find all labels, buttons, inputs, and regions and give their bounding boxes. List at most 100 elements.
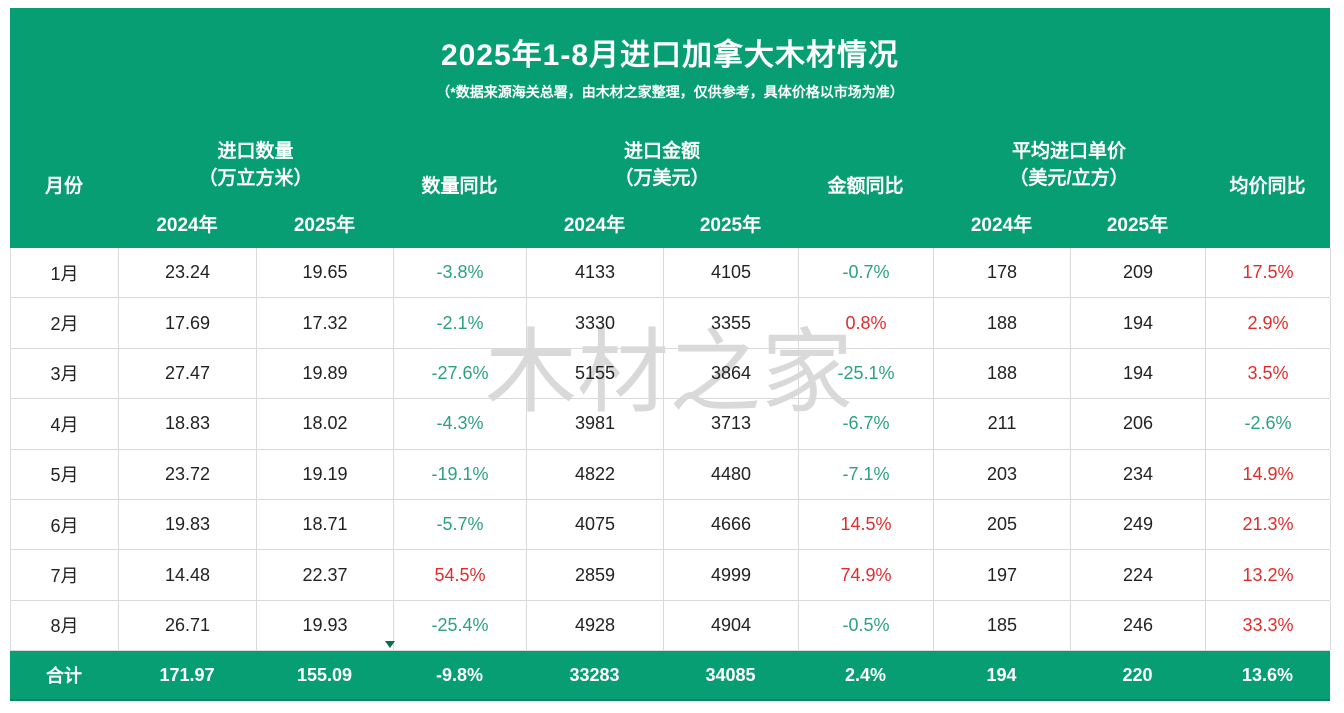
cell-qty-2024: 26.71 [119,600,257,651]
cell-amt-yoy: -6.7% [799,399,934,449]
col-group-price-title: 平均进口单价 [1011,141,1126,162]
cell-price-2024: 205 [934,499,1071,550]
cell-qty-2024: 19.83 [119,499,257,550]
cell-qty-2024: 27.47 [119,348,257,399]
column-headers: 月份 进口数量 （万立方米） 数量同比 进口金额 （万美元） 金额同比 平均进口… [10,120,1330,248]
cell-price-yoy: -2.6% [1206,399,1331,449]
col-group-amount-title: 进口金额 [623,141,700,162]
cell-amt-2024: 5155 [527,348,664,399]
cell-qty-2024: 14.48 [119,550,257,600]
col-header-qty-2025: 2025年 [293,215,356,236]
table-row: 8月 26.71 19.93 -25.4% 4928 4904 -0.5% 185 246 33.… [11,600,1331,652]
cell-qty-yoy: -4.3% [394,399,527,449]
cell-amt-yoy: -7.1% [799,449,934,499]
col-group-price-unit: （美元/立方） [1009,168,1129,189]
cell-qty-2025: 155.09 [296,664,353,685]
cell-amt-2024: 3330 [527,298,664,348]
cell-month: 5月 [11,449,119,499]
col-header-qty-2024: 2024年 [156,215,218,236]
cell-amt-2025: 4904 [664,600,799,651]
cell-price-2024: 203 [934,449,1071,499]
cell-qty-2024: 17.69 [119,298,257,348]
cell-price-2025: 194 [1071,298,1206,348]
col-header-amt-yoy: 金额同比 [827,175,904,197]
cell-qty-2025: 18.71 [257,499,394,550]
cell-price-yoy: 13.2% [1206,550,1331,600]
cell-price-2025: 209 [1071,248,1206,298]
table-row: 7月 14.48 22.37 54.5% 2859 4999 74.9% 197 224 13.2… [11,550,1331,601]
col-group-quantity-unit: （万立方米） [198,168,313,189]
cell-qty-2025: 17.32 [257,298,394,348]
table-header-band: 2025年1-8月进口加拿大木材情况 （*数据来源海关总署，由木材之家整理，仅供… [10,8,1330,248]
cell-qty-2024: 18.83 [119,399,257,449]
cell-qty-2024: 23.24 [119,248,257,298]
cell-price-2025: 194 [1071,348,1206,399]
cell-qty-yoy: -5.7% [394,499,527,550]
cell-amt-2024: 33283 [569,664,620,685]
cell-qty-2025: 22.37 [257,550,394,600]
cell-price-yoy: 33.3% [1206,600,1331,651]
cell-amt-2024: 4928 [527,600,664,651]
col-header-amt-2024: 2024年 [563,215,626,236]
table-row: 6月 19.83 18.71 -5.7% 4075 4666 14.5% 205 249 21.3… [11,499,1331,551]
cell-price-yoy: 21.3% [1206,499,1331,550]
col-header-amt-2025: 2025年 [699,215,762,236]
cell-marker-triangle-icon [385,641,395,648]
col-header-month: 月份 [44,175,83,197]
col-header-price-2025: 2025年 [1106,215,1169,236]
table-body: 1月 23.24 19.65 -3.8% 4133 4105 -0.7% 178 209 17.5… [10,248,1331,652]
cell-amt-2024: 4075 [527,499,664,550]
page-title: 2025年1-8月进口加拿大木材情况 [440,39,900,72]
cell-price-2024: 188 [934,298,1071,348]
col-group-amount-unit: （万美元） [614,168,710,189]
cell-qty-2025: 19.65 [257,248,394,298]
cell-price-yoy: 17.5% [1206,248,1331,298]
cell-amt-yoy: -0.5% [799,600,934,651]
col-group-price: 平均进口单价 （美元/立方） [933,120,1205,206]
page-subtitle: （*数据来源海关总署，由木材之家整理，仅供参考，具体价格以市场为准） [436,84,904,100]
cell-month: 2月 [11,298,119,348]
cell-amt-2024: 3981 [527,399,664,449]
cell-qty-yoy: -3.8% [394,248,527,298]
cell-price-2024: 185 [934,600,1071,651]
cell-qty-yoy: 54.5% [394,550,527,600]
table-row: 5月 23.72 19.19 -19.1% 4822 4480 -7.1% 203 234 14.… [11,449,1331,500]
cell-qty-2025: 19.19 [257,449,394,499]
cell-amt-2025: 4999 [664,550,799,600]
cell-amt-2025: 3864 [664,348,799,399]
cell-price-yoy: 14.9% [1206,449,1331,499]
table-row: 2月 17.69 17.32 -2.1% 3330 3355 0.8% 188 194 2.9% [11,298,1331,349]
cell-price-2025: 234 [1071,449,1206,499]
cell-price-2024: 197 [934,550,1071,600]
col-header-price-2024: 2024年 [970,215,1033,236]
cell-price-yoy: 2.9% [1206,298,1331,348]
cell-price-2025: 224 [1071,550,1206,600]
col-header-price-yoy: 均价同比 [1229,175,1306,197]
cell-month: 8月 [11,600,119,651]
cell-qty-2024: 171.97 [159,664,215,685]
cell-amt-yoy: -0.7% [799,248,934,298]
cell-amt-yoy: 74.9% [799,550,934,600]
cell-amt-2024: 4822 [527,449,664,499]
cell-month: 3月 [11,348,119,399]
cell-qty-2025: 19.93 [257,600,394,651]
timber-import-table: 2025年1-8月进口加拿大木材情况 （*数据来源海关总署，由木材之家整理，仅供… [10,8,1331,702]
cell-amt-yoy: 0.8% [799,298,934,348]
cell-amt-2025: 4666 [664,499,799,550]
cell-price-2025: 220 [1122,664,1153,685]
col-group-quantity-title: 进口数量 [217,141,294,162]
cell-month: 6月 [11,499,119,550]
cell-qty-2024: 23.72 [119,449,257,499]
cell-price-2024: 178 [934,248,1071,298]
cell-price-2025: 206 [1071,399,1206,449]
table-total-row: 合计 171.97 155.09 -9.8% 33283 34085 2.4% 194 220 1… [10,651,1330,702]
cell-amt-2024: 2859 [527,550,664,600]
cell-qty-yoy: -2.1% [394,298,527,348]
cell-amt-yoy: 14.5% [799,499,934,550]
cell-amt-2024: 4133 [527,248,664,298]
cell-price-2025: 246 [1071,600,1206,651]
cell-price-2024: 211 [934,399,1071,449]
cell-price-2024: 188 [934,348,1071,399]
cell-month: 合计 [46,666,82,687]
